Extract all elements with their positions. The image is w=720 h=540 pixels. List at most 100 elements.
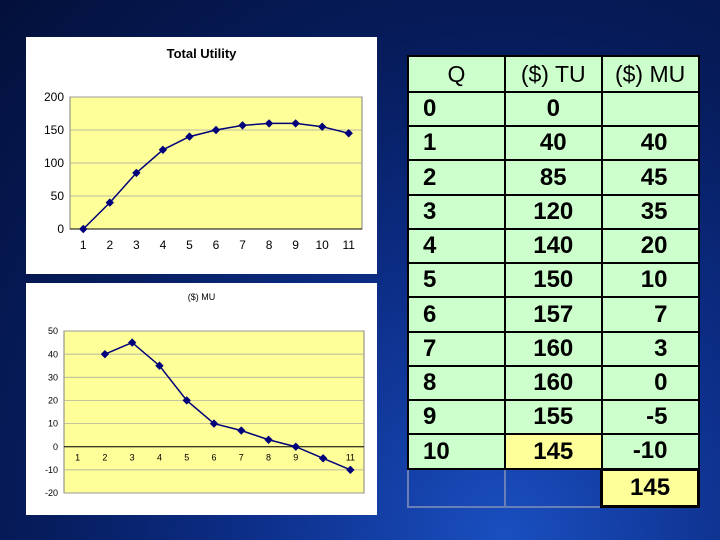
x-tick-label: 2 (102, 453, 107, 463)
table-cell: -10 (600, 433, 700, 471)
x-tick-label: 7 (239, 453, 244, 463)
x-tick-label: 10 (316, 238, 330, 252)
table-row: 3 120 35 (407, 193, 700, 230)
x-tick-label: 8 (266, 453, 271, 463)
table-cell: 40 (600, 125, 700, 162)
y-tick-label: 200 (44, 90, 64, 104)
y-tick-label: 10 (48, 419, 58, 429)
x-tick-label: 7 (239, 238, 246, 252)
table-cell: 140 (503, 227, 603, 265)
x-tick-label: 4 (160, 238, 167, 252)
data-point (238, 121, 247, 130)
table-cell (600, 90, 700, 128)
table-row: 6 157 7 (407, 296, 700, 333)
y-tick-label: 30 (48, 372, 58, 382)
header-tu: ($) TU (503, 55, 603, 93)
table-row: 1 40 40 (407, 125, 700, 162)
data-point (158, 145, 168, 154)
data-point (264, 435, 273, 444)
table-cell: 7 (407, 330, 506, 367)
table-cell: 160 (503, 330, 603, 367)
chart-title: Total Utility (167, 46, 238, 61)
total-utility-cell: 145 (600, 467, 700, 509)
data-point (291, 119, 300, 128)
chart-title: ($) MU (188, 292, 216, 302)
header-mu: ($) MU (600, 55, 700, 93)
data-point (127, 338, 137, 347)
table-row: 7 160 3 (407, 330, 700, 367)
data-point (211, 125, 221, 135)
y-tick-label: 20 (48, 396, 58, 406)
x-tick-label: 6 (213, 238, 220, 252)
x-tick-label: 11 (342, 238, 355, 252)
data-point (100, 349, 110, 359)
x-tick-label: 3 (130, 453, 135, 463)
y-tick-label: 100 (44, 156, 64, 170)
header-q: Q (407, 55, 506, 93)
x-tick-label: 8 (266, 238, 273, 252)
table-cell: 2 (407, 159, 506, 196)
table-cell: -5 (600, 399, 700, 436)
table-row: 4 140 20 (407, 227, 700, 265)
series-line (104, 341, 351, 471)
table-cell: 0 (407, 90, 506, 128)
table-row: 5 150 10 (407, 262, 700, 299)
table-header-row: Q ($) TU ($) MU (407, 55, 700, 93)
chart-svg: -20 -10 0 10 20 30 40 50 1 2 3 4 5 6 7 8 9 11 ($) MU (45, 292, 365, 498)
plot-area (63, 330, 365, 494)
table-cell: 10 (407, 433, 506, 471)
x-tick-label: 5 (186, 238, 193, 252)
utility-table: Q ($) TU ($) MU 0 0 1 40 40 2 85 45 3 120 35 4 140 20… (407, 55, 700, 509)
x-tick-label: 4 (157, 453, 162, 463)
table-cell: 120 (503, 193, 603, 230)
table-cell: 6 (407, 296, 506, 333)
x-tick-label: 9 (292, 238, 299, 252)
data-point (105, 198, 115, 207)
data-point (155, 361, 164, 370)
table-row: 2 85 45 (407, 159, 700, 196)
data-point (317, 122, 327, 131)
total-utility-chart: 0 50 100 150 200 1 2 3 4 5 6 7 8 9 10 11 Total Utility (26, 37, 377, 274)
table-cell: 0 (503, 90, 603, 128)
data-point (132, 168, 141, 178)
data-point (318, 454, 328, 463)
table-cell: 157 (503, 296, 603, 333)
data-point (185, 132, 194, 141)
x-tick-label: 6 (211, 453, 216, 463)
table-cell: 3 (407, 193, 506, 230)
total-row: 145 (407, 467, 700, 509)
y-tick-label: 50 (48, 326, 58, 336)
empty-cell (407, 468, 506, 508)
chart-svg: 0 50 100 150 200 1 2 3 4 5 6 7 8 9 10 11 Total Utility (44, 46, 363, 252)
table-cell: 0 (600, 364, 700, 402)
data-point (237, 426, 246, 435)
y-tick-label: -10 (45, 465, 58, 475)
table-cell: 40 (503, 125, 603, 162)
y-tick-label: 0 (53, 442, 58, 452)
y-tick-label: -20 (45, 488, 58, 498)
table-row: 8 160 0 (407, 364, 700, 402)
y-tick-label: 50 (51, 189, 65, 203)
x-tick-label: 1 (80, 238, 87, 252)
x-tick-label: 5 (184, 453, 189, 463)
table-row: 10 145 -10 (407, 433, 700, 471)
table-cell: 3 (600, 330, 700, 367)
y-tick-label: 40 (48, 349, 58, 359)
data-point (79, 224, 88, 234)
data-point (209, 419, 219, 428)
table-cell: 4 (407, 227, 506, 265)
table-cell: 155 (503, 399, 603, 436)
table-row: 9 155 -5 (407, 399, 700, 436)
x-tick-label: 1 (75, 453, 80, 463)
table-cell: 45 (600, 159, 700, 196)
table-cell: 85 (503, 159, 603, 196)
table-cell: 9 (407, 399, 506, 436)
x-tick-label: 2 (106, 238, 113, 252)
empty-cell (503, 468, 603, 508)
table-cell: 160 (503, 364, 603, 402)
table-cell: 7 (600, 296, 700, 333)
y-tick-label: 0 (57, 222, 64, 236)
table-cell: 10 (600, 262, 700, 299)
marginal-utility-chart: -20 -10 0 10 20 30 40 50 1 2 3 4 5 6 7 8 9 11 ($) MU (26, 283, 377, 515)
data-point (291, 442, 301, 451)
